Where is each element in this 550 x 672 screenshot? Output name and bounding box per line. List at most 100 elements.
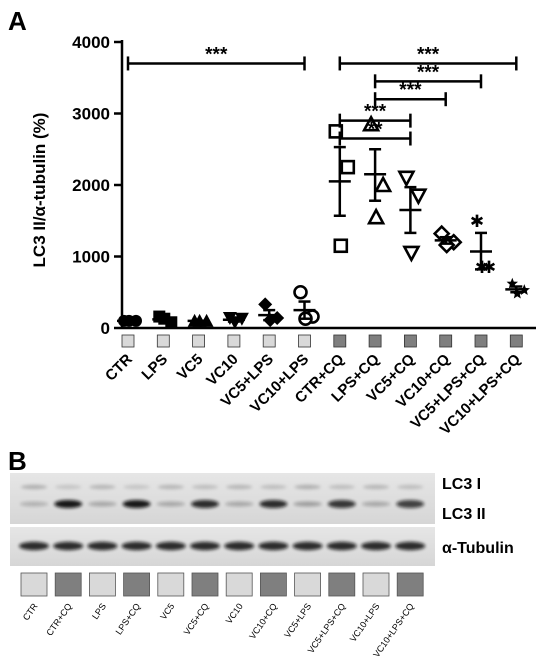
category-color-box <box>192 334 206 348</box>
tubulin-band <box>292 541 323 551</box>
band-label-lc3-i: LC3 I <box>442 476 481 493</box>
data-point-open-triangle-up <box>361 114 381 132</box>
data-point-open-triangle-down <box>397 170 416 188</box>
category-color-box <box>333 334 347 348</box>
lane-color-box <box>225 572 253 597</box>
lane-label: VC5 <box>158 601 176 621</box>
lane-color-box <box>328 572 356 597</box>
tubulin-band <box>87 541 118 551</box>
lc3-ii-band <box>191 500 219 508</box>
blot-bands <box>19 484 426 551</box>
lane-label: LPS <box>90 601 108 621</box>
lc3-ii-band <box>225 501 254 507</box>
lc3-i-band <box>157 484 184 490</box>
data-point-asterisk: ✱ <box>470 212 484 231</box>
category-color-box <box>298 334 311 348</box>
panel-a-letter: A <box>8 6 27 36</box>
significance-label: *** <box>417 62 440 83</box>
data-point-open-triangle-down <box>402 245 421 263</box>
lc3-i-band <box>192 484 218 490</box>
x-category-label: VC5 <box>174 351 207 384</box>
lane-color-box <box>54 572 82 597</box>
lane-color-box <box>191 572 219 597</box>
lc3-i-band <box>89 484 116 490</box>
band-label-alpha-tubulin: α-Tubulin <box>442 540 514 557</box>
category-color-box <box>509 334 523 348</box>
lc3-i-band <box>294 484 321 490</box>
tubulin-band <box>224 541 255 551</box>
lc3-i-band <box>260 484 287 490</box>
tubulin-band <box>361 541 391 551</box>
lane-label: VC10 <box>224 601 245 625</box>
lc3-ii-band <box>327 500 356 508</box>
category-color-box <box>403 334 417 348</box>
tubulin-band <box>395 541 426 551</box>
data-point-open-triangle-up <box>373 175 393 193</box>
lc3-i-band <box>363 484 389 490</box>
lane-label: VC5+LPS <box>282 601 313 639</box>
data-point-star <box>506 277 518 289</box>
significance-label: *** <box>364 102 387 123</box>
lane-color-box <box>396 572 424 597</box>
lc3-ii-band <box>259 500 288 508</box>
lane-label: VC10+CQ <box>247 601 279 641</box>
y-tick-label: 4000 <box>72 33 110 52</box>
tubulin-band <box>258 541 289 551</box>
significance-label: *** <box>417 44 440 65</box>
lc3-i-band <box>328 484 355 490</box>
lane-color-box <box>89 572 116 597</box>
lane-color-box <box>20 572 48 597</box>
y-tick-label: 1000 <box>72 248 110 267</box>
category-color-box <box>368 334 382 348</box>
lane-label: CTR <box>21 601 40 622</box>
lane-label: VC5+CQ <box>182 601 211 636</box>
lane-label: VC5+LPS+CQ <box>306 601 348 655</box>
tubulin-band <box>326 541 357 551</box>
lane-color-box <box>123 572 150 597</box>
significance-label: *** <box>205 44 228 65</box>
lc3-ii-band <box>362 501 390 507</box>
y-tick-label: 0 <box>101 319 110 338</box>
lane-label: CTR+CQ <box>44 601 74 637</box>
lc3-i-band <box>123 484 150 490</box>
lc3-ii-band <box>122 500 151 508</box>
category-color-box <box>474 334 488 348</box>
data-point-diamond <box>258 297 273 312</box>
band-label-lc3-ii: LC3 II <box>442 506 486 523</box>
data-point-asterisk: ✱ <box>482 258 496 277</box>
lc3-i-band <box>21 484 47 490</box>
lc3-ii-band <box>396 500 425 508</box>
lane-color-box <box>294 572 322 597</box>
lane-legend: CTR CTR+CQ LPS LPS+CQ VC5 VC5+CQ VC10 VC10+CQ VC… <box>20 572 424 659</box>
y-axis-label: LC3 II/α-tubulin (%) <box>30 113 49 268</box>
tubulin-band <box>121 541 152 551</box>
category-color-box <box>227 334 241 348</box>
lane-color-box <box>362 572 390 597</box>
data-point-open-triangle-up <box>366 207 386 225</box>
y-tick-label: 3000 <box>72 105 110 124</box>
lc3-blot-membrane <box>10 473 435 524</box>
tubulin-band <box>190 541 220 551</box>
significance-label: ** <box>368 120 383 141</box>
lane-label: VC10+LPS <box>348 601 382 643</box>
lc3-ii-band <box>156 501 185 507</box>
panel-b-letter: B <box>8 446 27 476</box>
lc3-i-band <box>226 484 253 490</box>
lane-color-box <box>259 572 287 597</box>
data-point-open-square <box>333 238 349 254</box>
lane-color-box <box>157 572 185 597</box>
tubulin-band <box>155 541 186 551</box>
y-tick-label: 2000 <box>72 176 110 195</box>
category-color-box <box>121 334 135 348</box>
category-color-box <box>262 334 276 348</box>
x-category-label: CTR <box>102 351 136 385</box>
tubulin-band <box>19 541 49 551</box>
lc3-i-band <box>55 484 82 490</box>
category-color-box <box>439 334 453 348</box>
lc3-ii-band <box>20 501 48 507</box>
lc3-ii-band <box>293 501 322 507</box>
lc3-ii-band <box>88 501 117 507</box>
tubulin-band <box>53 541 84 551</box>
data-point-open-square <box>340 159 356 175</box>
